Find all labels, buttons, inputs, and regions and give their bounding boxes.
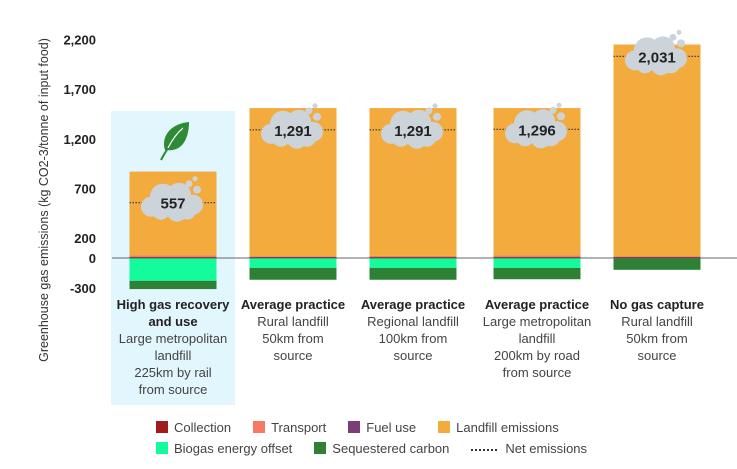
legend-item: Fuel use — [348, 420, 416, 435]
legend-swatch — [253, 421, 266, 434]
legend-swatch — [438, 421, 451, 434]
category-detail: Regional landfill 100km from source — [367, 314, 459, 363]
category-title: Average practice — [484, 297, 590, 312]
bar-segment-transport — [493, 255, 581, 258]
bar-segment-biogas-energy-offset — [369, 258, 457, 268]
category-title: High gas recovery and use — [116, 297, 230, 329]
category-label: Average practice Rural landfill 50km from… — [228, 296, 358, 364]
category-label: Average practice Regional landfill 100km … — [348, 296, 478, 364]
net-emissions-label: 1,296 — [518, 122, 556, 139]
y-tick-label: 700 — [74, 181, 96, 196]
cloud-icon — [625, 29, 687, 76]
category-label: Average practice Large metropolitan landf… — [472, 296, 602, 381]
legend-swatch — [156, 421, 168, 434]
legend-row-2: Biogas energy offset Sequestered carbon Ne… — [156, 440, 609, 456]
bar-segment-sequestered-carbon — [613, 258, 701, 270]
legend-label: Collection — [174, 420, 232, 436]
cloud-icon — [505, 102, 567, 149]
bar-segment-transport — [249, 256, 337, 258]
legend-item: Sequestered carbon — [314, 441, 449, 456]
legend-swatch — [314, 442, 327, 455]
legend-label: Transport — [271, 420, 327, 436]
category-detail: Large metropolitan landfill 200km by roa… — [482, 314, 592, 380]
category-detail: Large metropolitan landfill 225km by rai… — [118, 331, 228, 397]
legend-row-1: Collection Transport Fuel use Landfill emis… — [156, 419, 581, 435]
y-tick-label: 200 — [74, 231, 96, 246]
y-tick-label: 1,200 — [63, 132, 96, 147]
cloud-icon — [141, 176, 203, 222]
category-detail: Rural landfill 50km from source — [257, 314, 329, 363]
legend-label: Fuel use — [366, 420, 417, 436]
net-emissions-label: 1,291 — [394, 123, 432, 140]
bar-segment-transport — [369, 256, 457, 258]
legend-swatch — [348, 421, 361, 434]
y-axis-label-wrap: Greenhouse gas emissions (kg CO2-3/tonne… — [34, 0, 54, 469]
bar-segment-biogas-energy-offset — [493, 258, 581, 268]
y-tick-label: 0 — [89, 251, 96, 266]
bar-segment-sequestered-carbon — [129, 280, 217, 290]
legend-item: Collection — [156, 420, 231, 435]
leaf-icon — [160, 122, 189, 161]
category-title: Average practice — [360, 297, 466, 312]
legend-label: Sequestered carbon — [332, 441, 450, 457]
category-label: No gas capture Rural landfill 50km from s… — [592, 296, 722, 364]
bar-segment-landfill-emissions — [613, 44, 701, 257]
legend-swatch — [156, 442, 168, 455]
legend-label: Landfill emissions — [456, 420, 559, 436]
cloud-icon — [261, 103, 323, 149]
legend-label: Net emissions — [505, 441, 588, 457]
y-axis-label: Greenhouse gas emissions (kg CO2-3/tonne… — [37, 38, 51, 362]
net-emissions-label: 557 — [160, 196, 185, 213]
net-emissions-label: 2,031 — [638, 49, 676, 66]
dotted-line-icon — [471, 448, 498, 451]
legend-item: Landfill emissions — [438, 420, 559, 435]
category-title: Average practice — [240, 297, 346, 312]
cloud-icon — [381, 103, 443, 149]
legend-item: Biogas energy offset — [156, 441, 292, 456]
bar-segment-biogas-energy-offset — [249, 258, 337, 268]
bar-segment-sequestered-carbon — [249, 267, 337, 280]
category-label: High gas recovery and use Large metropoli… — [108, 296, 238, 398]
net-emissions-label: 1,291 — [274, 123, 312, 140]
category-title: No gas capture — [610, 297, 704, 312]
y-tick-label: -300 — [70, 281, 96, 296]
bar-segment-sequestered-carbon — [493, 267, 581, 280]
bar-segment-transport — [613, 256, 701, 258]
y-tick-label: 1,700 — [63, 82, 96, 97]
y-tick-label: 2,200 — [63, 33, 96, 48]
bar-segment-biogas-energy-offset — [129, 258, 217, 281]
legend-item: Transport — [253, 420, 326, 435]
bar-segment-sequestered-carbon — [369, 267, 457, 280]
bar-segment-transport — [129, 255, 217, 258]
legend-item-net-emissions: Net emissions — [471, 441, 587, 456]
category-detail: Rural landfill 50km from source — [621, 314, 693, 363]
legend-label: Biogas energy offset — [174, 441, 293, 457]
